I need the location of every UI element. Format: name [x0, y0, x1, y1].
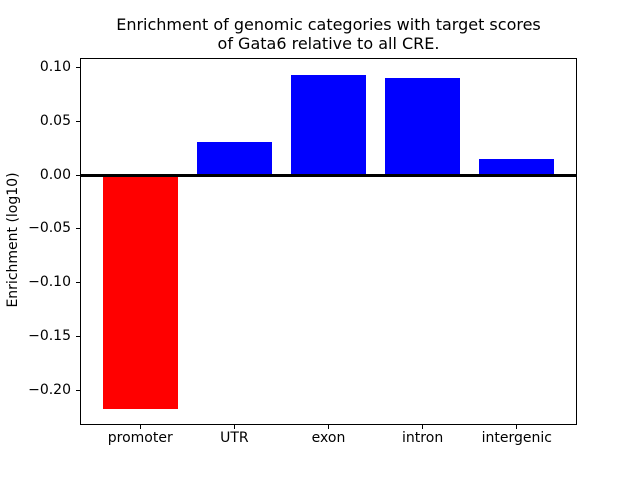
bar-promoter — [102, 175, 178, 410]
y-tick-mark — [76, 282, 80, 284]
x-tick-label-promoter: promoter — [107, 430, 173, 446]
x-tick-label-UTR: UTR — [220, 430, 249, 446]
x-tick-label-intergenic: intergenic — [481, 430, 552, 446]
x-tick-mark — [422, 425, 424, 429]
y-tick-mark — [76, 174, 80, 176]
y-tick-mark — [76, 228, 80, 230]
chart-title: Enrichment of genomic categories with ta… — [116, 15, 541, 53]
y-tick-label: −0.20 — [28, 381, 71, 398]
y-tick-mark — [76, 120, 80, 122]
bar-exon — [290, 74, 367, 176]
y-tick-label: −0.10 — [28, 274, 71, 291]
y-tick-mark — [76, 389, 80, 391]
y-tick-mark — [76, 335, 80, 337]
x-tick-label-intron: intron — [402, 430, 444, 446]
y-tick-label: 0.00 — [39, 166, 71, 183]
bar-UTR — [196, 141, 273, 176]
y-tick-label: 0.05 — [39, 112, 71, 129]
bar-intron — [384, 78, 461, 176]
x-tick-mark — [328, 425, 329, 429]
x-tick-label-exon: exon — [311, 430, 346, 446]
x-tick-mark — [139, 425, 141, 429]
x-tick-mark — [233, 425, 235, 429]
y-tick-mark — [76, 66, 80, 68]
zero-line — [80, 173, 577, 177]
y-tick-label: −0.05 — [28, 220, 71, 237]
bar-intergenic — [479, 158, 555, 176]
y-tick-label: −0.15 — [28, 327, 71, 344]
x-tick-mark — [516, 425, 518, 429]
y-tick-label: 0.10 — [39, 58, 71, 75]
